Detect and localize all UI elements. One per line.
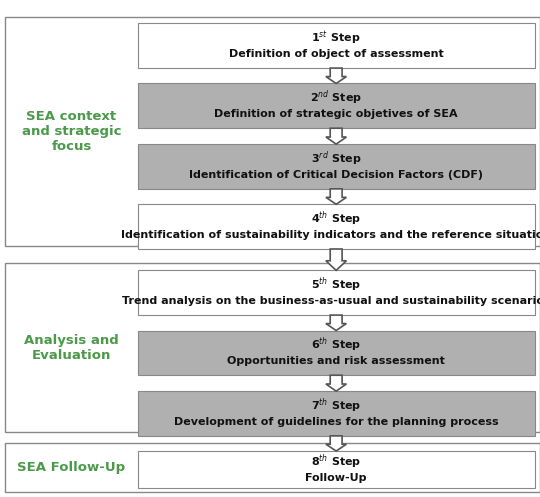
Polygon shape bbox=[326, 189, 347, 204]
Text: 3$^{rd}$ Step: 3$^{rd}$ Step bbox=[311, 149, 361, 168]
Bar bbox=[5, 263, 540, 432]
Bar bbox=[138, 204, 535, 249]
Polygon shape bbox=[326, 128, 347, 144]
Polygon shape bbox=[326, 68, 347, 83]
Text: 6$^{th}$ Step: 6$^{th}$ Step bbox=[311, 335, 361, 354]
Text: Trend analysis on the business-as-usual and sustainability scenarios: Trend analysis on the business-as-usual … bbox=[122, 296, 540, 306]
Text: 4$^{th}$ Step: 4$^{th}$ Step bbox=[311, 209, 361, 228]
Bar bbox=[5, 17, 540, 246]
Text: Analysis and
Evaluation: Analysis and Evaluation bbox=[24, 334, 119, 362]
Bar bbox=[5, 443, 540, 492]
Text: SEA Follow-Up: SEA Follow-Up bbox=[17, 461, 126, 474]
Text: 7$^{th}$ Step: 7$^{th}$ Step bbox=[311, 396, 361, 415]
Text: SEA context
and strategic
focus: SEA context and strategic focus bbox=[22, 110, 122, 153]
Text: 1$^{st}$ Step: 1$^{st}$ Step bbox=[312, 29, 361, 47]
Bar bbox=[138, 83, 535, 128]
Polygon shape bbox=[326, 436, 347, 451]
Text: Definition of object of assessment: Definition of object of assessment bbox=[229, 49, 443, 59]
Text: 8$^{th}$ Step: 8$^{th}$ Step bbox=[311, 452, 361, 471]
Text: 5$^{th}$ Step: 5$^{th}$ Step bbox=[311, 275, 361, 294]
Text: Follow-Up: Follow-Up bbox=[306, 473, 367, 483]
Polygon shape bbox=[326, 315, 347, 331]
Text: Identification of Critical Decision Factors (CDF): Identification of Critical Decision Fact… bbox=[189, 170, 483, 180]
Text: Definition of strategic objetives of SEA: Definition of strategic objetives of SEA bbox=[214, 109, 458, 119]
Text: Identification of sustainability indicators and the reference situation: Identification of sustainability indicat… bbox=[121, 230, 540, 240]
Bar bbox=[138, 144, 535, 189]
Polygon shape bbox=[326, 249, 347, 270]
Bar bbox=[138, 451, 535, 488]
Bar bbox=[138, 270, 535, 315]
Bar bbox=[138, 23, 535, 68]
Text: Development of guidelines for the planning process: Development of guidelines for the planni… bbox=[174, 417, 498, 427]
Text: 2$^{nd}$ Step: 2$^{nd}$ Step bbox=[310, 88, 362, 107]
Text: Opportunities and risk assessment: Opportunities and risk assessment bbox=[227, 356, 445, 366]
Bar bbox=[138, 331, 535, 375]
Bar bbox=[138, 391, 535, 436]
Polygon shape bbox=[326, 375, 347, 391]
